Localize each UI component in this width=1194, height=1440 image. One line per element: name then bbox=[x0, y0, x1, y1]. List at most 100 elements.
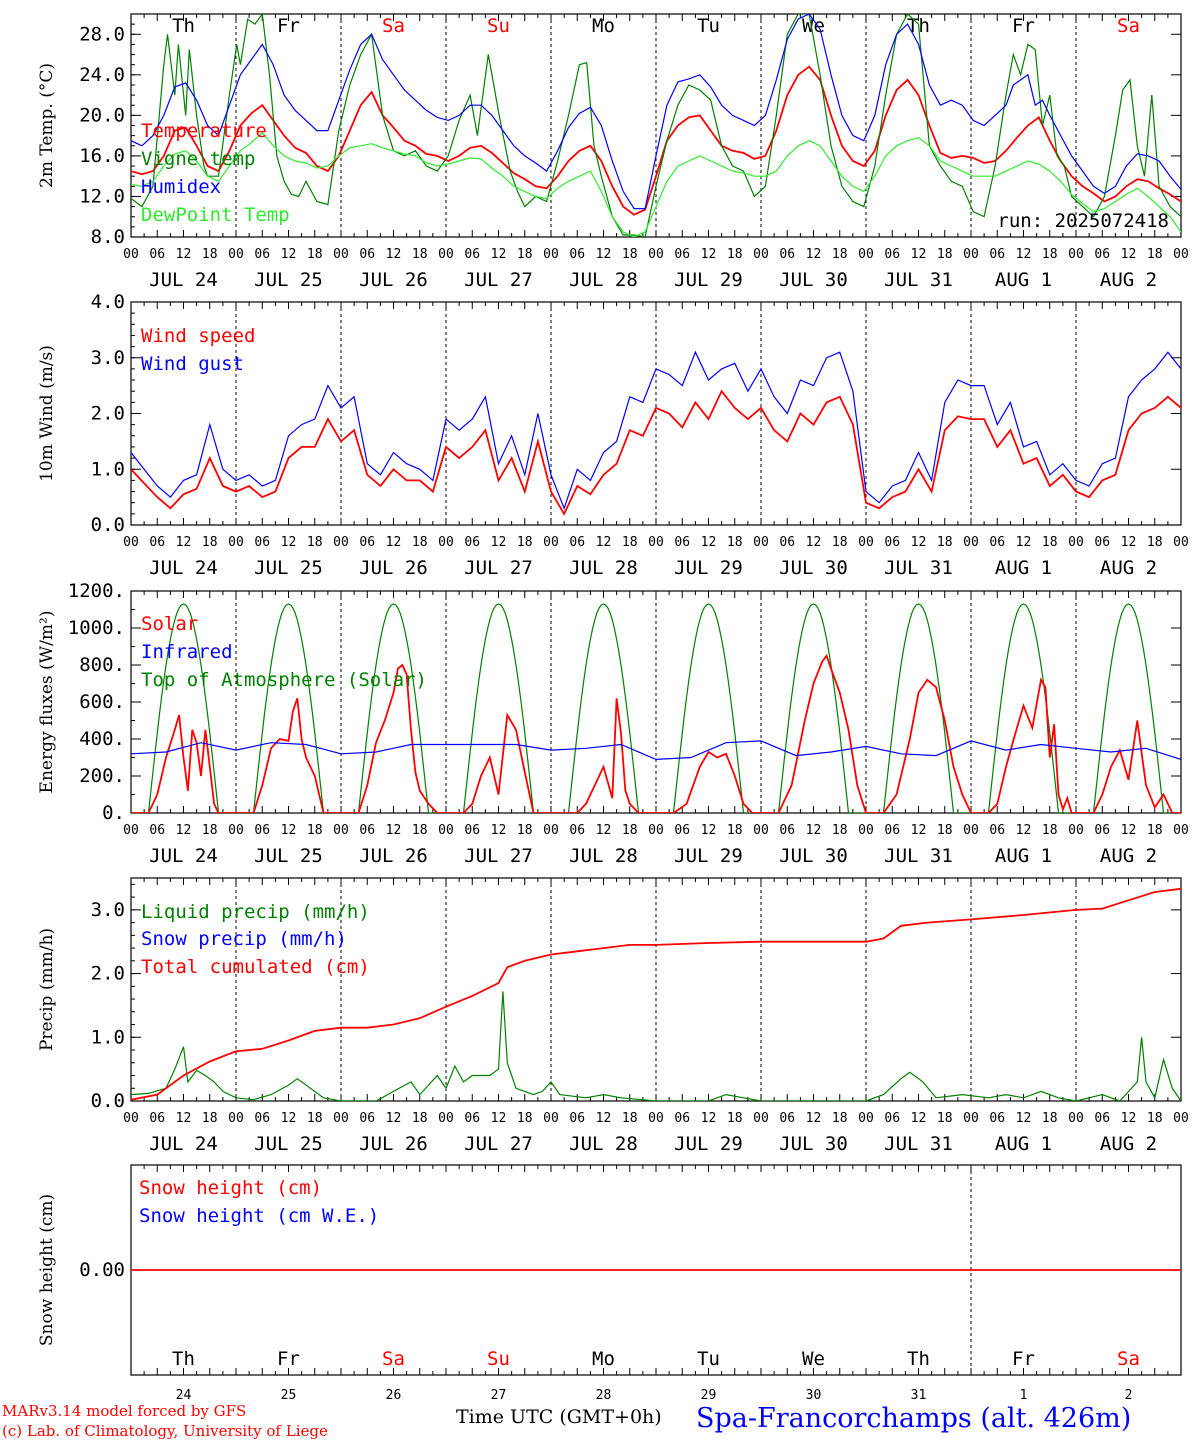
x-hour-label: 00 bbox=[753, 247, 769, 262]
y-tick-label: 4.0 bbox=[91, 291, 125, 313]
day-name-label: We bbox=[802, 1348, 825, 1370]
x-date-label: JUL 25 bbox=[254, 557, 323, 579]
y-tick-label: 800. bbox=[79, 654, 125, 676]
x-hour-label: 12 bbox=[281, 823, 297, 838]
x-hour-label: 12 bbox=[1016, 1111, 1032, 1126]
x-hour-label: 06 bbox=[674, 535, 690, 550]
x-hour-label: 18 bbox=[727, 823, 743, 838]
x-hour-label: 00 bbox=[858, 535, 874, 550]
day-name-label: Su bbox=[487, 15, 510, 37]
legend-entry: Vigne temp bbox=[141, 148, 255, 170]
series-line-solar bbox=[131, 653, 1181, 813]
y-tick-label: 400. bbox=[79, 728, 125, 750]
day-name-label: We bbox=[802, 15, 825, 37]
x-hour-label: 00 bbox=[648, 823, 664, 838]
x-hour-label: 00 bbox=[1173, 535, 1189, 550]
day-number-label: 27 bbox=[491, 1388, 507, 1403]
y-axis-label: 10m Wind (m/s) bbox=[37, 345, 57, 482]
x-hour-label: 12 bbox=[911, 535, 927, 550]
day-number-label: 31 bbox=[911, 1388, 927, 1403]
legend-entry: Solar bbox=[141, 613, 198, 635]
x-hour-label: 06 bbox=[569, 823, 585, 838]
x-hour-label: 06 bbox=[989, 1111, 1005, 1126]
day-name-label: Mo bbox=[592, 1348, 615, 1370]
y-tick-label: 12.0 bbox=[79, 185, 125, 207]
x-hour-label: 06 bbox=[779, 823, 795, 838]
x-hour-label: 00 bbox=[963, 535, 979, 550]
y-tick-label: 0. bbox=[102, 802, 125, 824]
x-hour-label: 06 bbox=[464, 1111, 480, 1126]
x-hour-label: 00 bbox=[228, 823, 244, 838]
y-tick-label: 28.0 bbox=[79, 23, 125, 45]
x-hour-label: 18 bbox=[412, 535, 428, 550]
x-hour-label: 00 bbox=[123, 535, 139, 550]
x-hour-label: 00 bbox=[333, 535, 349, 550]
day-name-label: Sa bbox=[382, 15, 405, 37]
x-hour-label: 12 bbox=[911, 247, 927, 262]
legend-entry: Liquid precip (mm/h) bbox=[141, 901, 370, 923]
panel-2: 0.0 1.0 2.0 3.0 4.0 10m Wind (m/s) 00 06 12 18 00 0… bbox=[37, 291, 1189, 579]
x-hour-label: 00 bbox=[333, 1111, 349, 1126]
x-hour-label: 18 bbox=[202, 247, 218, 262]
series-line-temperature bbox=[131, 65, 1181, 216]
x-hour-label: 18 bbox=[937, 1111, 953, 1126]
x-hour-label: 00 bbox=[1068, 535, 1084, 550]
x-date-label: AUG 1 bbox=[995, 269, 1052, 291]
x-hour-label: 06 bbox=[359, 1111, 375, 1126]
x-hour-label: 00 bbox=[1173, 1111, 1189, 1126]
x-hour-label: 18 bbox=[517, 1111, 533, 1126]
x-hour-label: 18 bbox=[937, 247, 953, 262]
day-name-label: Sa bbox=[382, 1348, 405, 1370]
x-hour-label: 12 bbox=[596, 247, 612, 262]
x-hour-label: 00 bbox=[753, 535, 769, 550]
x-hour-label: 18 bbox=[727, 1111, 743, 1126]
x-date-label: AUG 2 bbox=[1100, 557, 1157, 579]
x-date-label: JUL 25 bbox=[254, 845, 323, 867]
x-date-label: JUL 30 bbox=[779, 269, 848, 291]
day-name-label: Fr bbox=[1012, 15, 1035, 37]
series-line-dewpoint-temp bbox=[131, 131, 1181, 237]
legend-entry: Top of Atmosphere (Solar) bbox=[141, 669, 427, 691]
day-name-label: Th bbox=[907, 1348, 930, 1370]
x-hour-label: 06 bbox=[779, 1111, 795, 1126]
y-tick-label: 2.0 bbox=[91, 963, 125, 985]
legend-entry: Total cumulated (cm) bbox=[141, 956, 370, 978]
x-date-label: AUG 1 bbox=[995, 557, 1052, 579]
x-hour-label: 06 bbox=[149, 535, 165, 550]
x-date-label: JUL 24 bbox=[149, 557, 218, 579]
x-hour-label: 12 bbox=[176, 247, 192, 262]
x-hour-label: 00 bbox=[858, 1111, 874, 1126]
x-hour-label: 00 bbox=[543, 247, 559, 262]
x-hour-label: 00 bbox=[753, 823, 769, 838]
y-axis-label: Precip (mm/h) bbox=[37, 928, 57, 1051]
x-date-label: JUL 27 bbox=[464, 557, 533, 579]
x-hour-label: 06 bbox=[779, 535, 795, 550]
x-hour-label: 06 bbox=[884, 247, 900, 262]
x-hour-label: 12 bbox=[386, 247, 402, 262]
x-hour-label: 18 bbox=[622, 535, 638, 550]
x-hour-label: 18 bbox=[517, 247, 533, 262]
y-axis-label: 2m Temp. (°C) bbox=[37, 63, 57, 188]
y-tick-label: 200. bbox=[79, 765, 125, 787]
series-line-liquid-precip-mm-h- bbox=[131, 991, 1181, 1101]
x-hour-label: 12 bbox=[176, 535, 192, 550]
x-hour-label: 18 bbox=[622, 823, 638, 838]
x-hour-label: 00 bbox=[228, 535, 244, 550]
x-date-label: JUL 28 bbox=[569, 557, 638, 579]
x-date-label: JUL 24 bbox=[149, 845, 218, 867]
x-hour-label: 18 bbox=[937, 823, 953, 838]
x-hour-label: 12 bbox=[1121, 823, 1137, 838]
x-hour-label: 18 bbox=[1042, 1111, 1058, 1126]
day-name-label: Mo bbox=[592, 15, 615, 37]
x-hour-label: 12 bbox=[176, 823, 192, 838]
x-date-label: JUL 24 bbox=[149, 1133, 218, 1155]
x-hour-label: 06 bbox=[1094, 823, 1110, 838]
legend-entry: Wind speed bbox=[141, 325, 255, 347]
x-date-label: JUL 28 bbox=[569, 269, 638, 291]
day-number-label: 1 bbox=[1020, 1388, 1028, 1403]
panel-5: 0.00 Snow height (cm) Th 24 Fr 25 Sa 26 Su 27 Mo 28… bbox=[37, 1164, 1182, 1403]
x-hour-label: 12 bbox=[806, 1111, 822, 1126]
x-hour-label: 12 bbox=[806, 823, 822, 838]
x-hour-label: 12 bbox=[806, 247, 822, 262]
